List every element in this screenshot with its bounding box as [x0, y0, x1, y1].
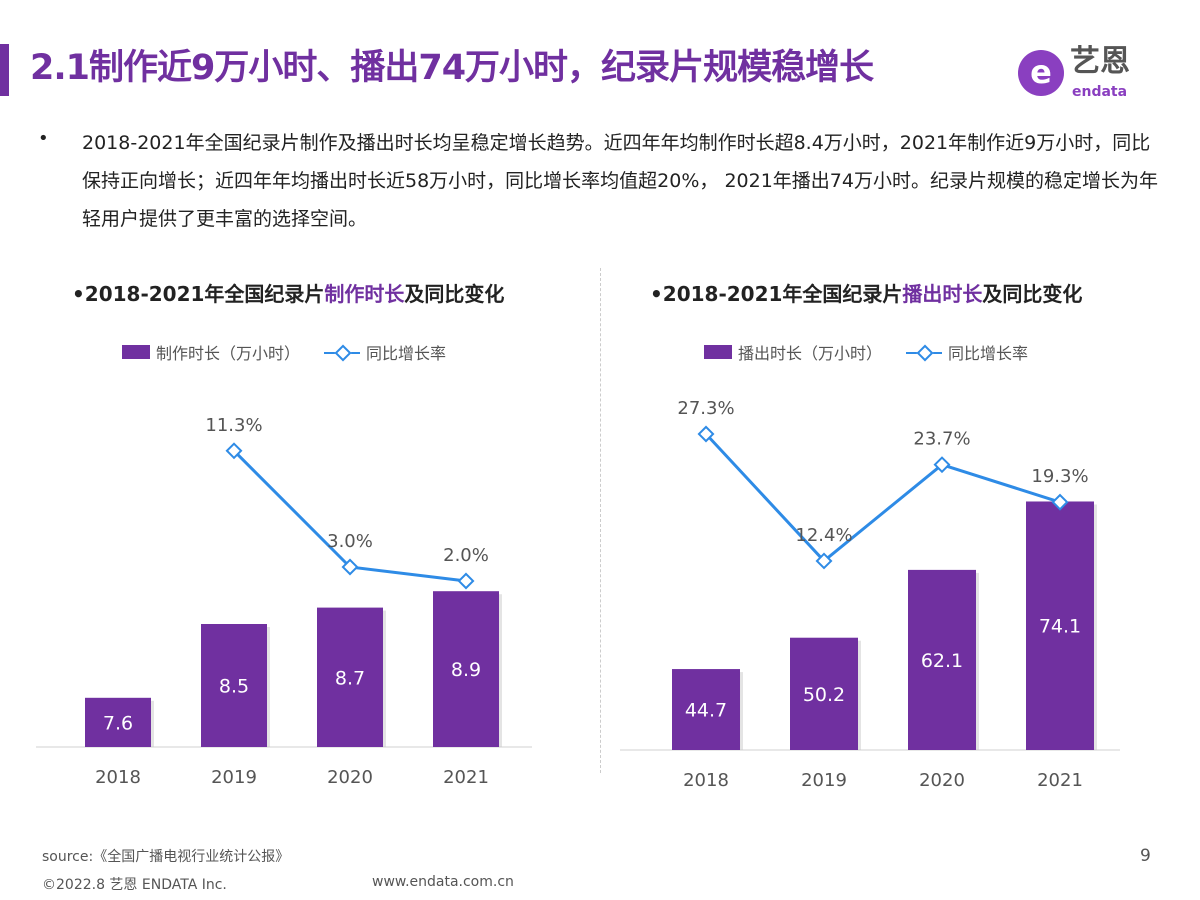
- growth-point-2019: [815, 552, 833, 570]
- title-prefix: •2018-2021年全国纪录片: [72, 282, 325, 306]
- legend-line-label: 同比增长率: [948, 344, 1029, 363]
- chart-title-production: •2018-2021年全国纪录片制作时长及同比变化: [72, 278, 504, 307]
- bar-label-2018: 7.6: [103, 712, 133, 734]
- legend-line-marker-icon: [324, 345, 361, 359]
- growth-label-2019: 12.4%: [795, 525, 852, 546]
- bar-label-2020: 62.1: [921, 650, 963, 672]
- bar-label-2021: 74.1: [1039, 616, 1081, 638]
- logo-cn: 艺恩: [1070, 44, 1130, 79]
- x-tick-2018: 2018: [95, 767, 141, 788]
- growth-point-2019: [225, 442, 243, 460]
- bar-label-2020: 8.7: [335, 667, 365, 689]
- growth-point-2021: [1051, 493, 1069, 511]
- title-highlight: 播出时长: [902, 282, 983, 306]
- title-suffix: 及同比变化: [404, 282, 505, 306]
- title-highlight: 制作时长: [324, 282, 405, 306]
- bullet: •: [38, 128, 49, 149]
- title-suffix: 及同比变化: [982, 282, 1083, 306]
- legend-bar-label: 制作时长（万小时）: [156, 344, 301, 363]
- x-tick-2020: 2020: [919, 770, 965, 791]
- bar-2020: [908, 569, 976, 750]
- bar-2018: [85, 697, 151, 747]
- legend-bar-label: 播出时长（万小时）: [738, 344, 883, 363]
- bar-2021: [433, 591, 499, 747]
- growth-line: [704, 432, 1061, 564]
- bar-2019: [201, 624, 267, 747]
- title-prefix: •2018-2021年全国纪录片: [650, 282, 903, 306]
- x-tick-2021: 2021: [443, 767, 489, 788]
- bar-label-2019: 50.2: [803, 684, 845, 706]
- growth-point-2020: [933, 456, 951, 474]
- summary-text: 2018-2021年全国纪录片制作及播出时长均呈稳定增长趋势。近四年年均制作时长…: [82, 132, 1158, 230]
- chart-divider: [600, 268, 601, 773]
- source-note: source:《全国广播电视行业统计公报》: [42, 849, 290, 865]
- bar-label-2019: 8.5: [219, 676, 249, 698]
- x-tick-2021: 2021: [1037, 770, 1083, 791]
- growth-label-2020: 3.0%: [327, 531, 373, 552]
- growth-point-2021: [457, 572, 475, 590]
- website-link[interactable]: www.endata.com.cn: [372, 874, 514, 890]
- page-title: 2.1制作近9万小时、播出74万小时，纪录片规模稳增长: [30, 48, 874, 88]
- growth-label-2021: 19.3%: [1031, 466, 1088, 487]
- legend-line-label: 同比增长率: [366, 344, 447, 363]
- logo-en: endata: [1072, 84, 1128, 100]
- bar-label-2021: 8.9: [451, 659, 481, 681]
- growth-label-2020: 23.7%: [913, 429, 970, 450]
- growth-point-2020: [341, 558, 359, 576]
- bar-2020: [317, 607, 383, 747]
- title-accent-bar: [0, 44, 9, 96]
- x-tick-2019: 2019: [211, 767, 257, 788]
- x-tick-2020: 2020: [327, 767, 373, 788]
- bar-label-2018: 44.7: [685, 700, 727, 722]
- legend-line-marker-icon: [906, 345, 943, 359]
- legend-bar-swatch: [704, 345, 732, 359]
- copyright: ©2022.8 艺恩 ENDATA Inc.: [42, 877, 227, 893]
- x-tick-2019: 2019: [801, 770, 847, 791]
- growth-point-2018: [697, 425, 715, 443]
- legend-broadcast: 播出时长（万小时） 同比增长率: [704, 340, 1028, 364]
- legend-bar-swatch: [122, 345, 150, 359]
- page-number: 9: [1140, 846, 1151, 866]
- growth-label-2021: 2.0%: [443, 545, 489, 566]
- logo-mark: e: [1018, 50, 1064, 96]
- x-tick-2018: 2018: [683, 770, 729, 791]
- bar-2019: [790, 637, 858, 750]
- growth-label-2019: 11.3%: [205, 415, 262, 436]
- bar-2018: [672, 669, 740, 750]
- bar-2021: [1026, 501, 1094, 750]
- growth-label-2018: 27.3%: [677, 398, 734, 419]
- legend-production: 制作时长（万小时） 同比增长率: [122, 340, 446, 364]
- endata-logo: e 艺恩 endata: [1018, 44, 1168, 108]
- chart-title-broadcast: •2018-2021年全国纪录片播出时长及同比变化: [650, 278, 1082, 307]
